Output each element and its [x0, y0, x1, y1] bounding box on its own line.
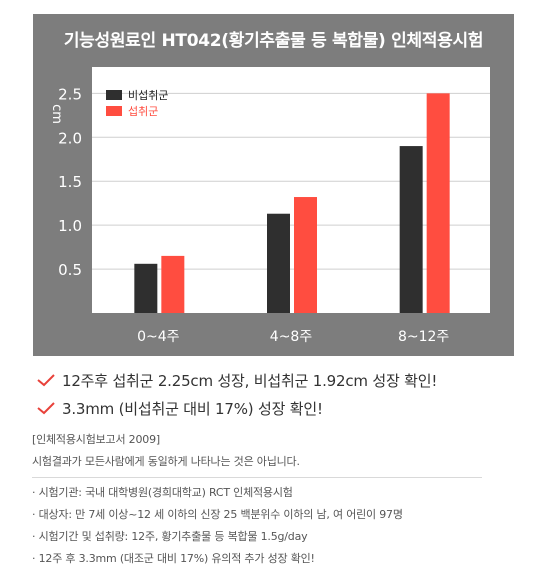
y-tick-label: 0.5: [58, 261, 82, 279]
bar: [161, 255, 185, 313]
bar: [134, 263, 158, 313]
legend-label: 섭취군: [128, 105, 158, 118]
note-item: · 시험기간 및 섭취량: 12주, 황기추출물 등 복합물 1.5g/day: [32, 530, 308, 543]
highlight-text: 12주후 섭취군 2.25cm 성장, 비섭취군 1.92cm 성장 확인!: [62, 371, 438, 390]
y-axis-label: cm: [49, 104, 64, 124]
x-tick-label: 4~8주: [270, 329, 313, 345]
y-tick-label: 1.0: [58, 217, 82, 235]
bar: [399, 146, 423, 313]
check-icon: [37, 374, 55, 387]
report-source: [인체적용시험보고서 2009]: [32, 433, 160, 446]
chart-title: 기능성원료인 HT042(황기추출물 등 복합물) 인체적용시험: [63, 31, 484, 51]
highlight-item: 12주후 섭취군 2.25cm 성장, 비섭취군 1.92cm 성장 확인!: [36, 366, 437, 394]
chart-panel: 기능성원료인 HT042(황기추출물 등 복합물) 인체적용시험 0.5 1.0 1…: [33, 14, 514, 356]
highlight-text: 3.3mm (비섭취군 대비 17%) 성장 확인!: [62, 399, 323, 418]
y-tick-label: 2.5: [58, 85, 82, 103]
check-icon: [37, 402, 55, 415]
bar: [267, 213, 290, 313]
plot-area: [92, 67, 490, 313]
note-item: · 대상자: 만 7세 이상~12 세 이하의 신장 25 백분위수 이하의 남…: [32, 508, 403, 521]
divider: [32, 477, 482, 478]
y-tick-label: 1.5: [58, 173, 82, 191]
highlight-item: 3.3mm (비섭취군 대비 17%) 성장 확인!: [36, 394, 437, 422]
disclaimer: 시험결과가 모든사람에게 동일하게 나타나는 것은 아닙니다.: [32, 455, 300, 468]
x-tick-label: 0~4주: [137, 329, 180, 345]
bar: [294, 197, 317, 313]
note-item: · 12주 후 3.3mm (대조군 대비 17%) 유의적 추가 성장 확인!: [32, 552, 315, 565]
legend-swatch: [106, 90, 122, 100]
legend-swatch: [106, 106, 122, 116]
highlight-list: 12주후 섭취군 2.25cm 성장, 비섭취군 1.92cm 성장 확인! 3…: [36, 366, 437, 422]
note-item: · 시험기관: 국내 대학병원(경희대학교) RCT 인체적용시험: [32, 486, 293, 499]
study-notes: [인체적용시험보고서 2009] 시험결과가 모든사람에게 동일하게 나타나는 …: [32, 429, 522, 570]
y-tick-label: 2.0: [58, 129, 82, 147]
legend-label: 비섭취군: [128, 89, 168, 102]
x-tick-label: 8~12주: [398, 329, 449, 345]
bar: [426, 93, 450, 313]
